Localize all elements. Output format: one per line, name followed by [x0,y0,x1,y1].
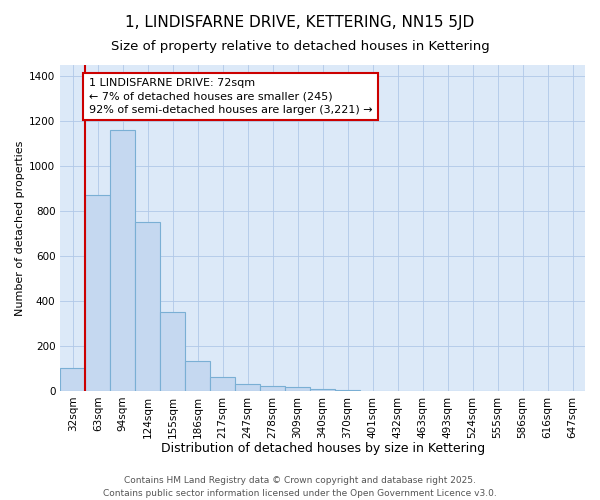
Bar [335,390,360,391]
Bar [285,388,310,391]
Bar [135,222,160,391]
Bar [60,368,85,391]
Text: 1, LINDISFARNE DRIVE, KETTERING, NN15 5JD: 1, LINDISFARNE DRIVE, KETTERING, NN15 5J… [125,15,475,30]
Bar [185,360,210,391]
Bar [110,130,135,391]
Bar [160,312,185,391]
Bar [235,384,260,391]
Text: Contains HM Land Registry data © Crown copyright and database right 2025.
Contai: Contains HM Land Registry data © Crown c… [103,476,497,498]
Text: Size of property relative to detached houses in Kettering: Size of property relative to detached ho… [110,40,490,53]
Bar [85,196,110,391]
Bar [310,388,335,391]
X-axis label: Distribution of detached houses by size in Kettering: Distribution of detached houses by size … [161,442,485,455]
Text: 1 LINDISFARNE DRIVE: 72sqm
← 7% of detached houses are smaller (245)
92% of semi: 1 LINDISFARNE DRIVE: 72sqm ← 7% of detac… [89,78,373,115]
Y-axis label: Number of detached properties: Number of detached properties [15,140,25,316]
Bar [210,378,235,391]
Bar [260,386,285,391]
